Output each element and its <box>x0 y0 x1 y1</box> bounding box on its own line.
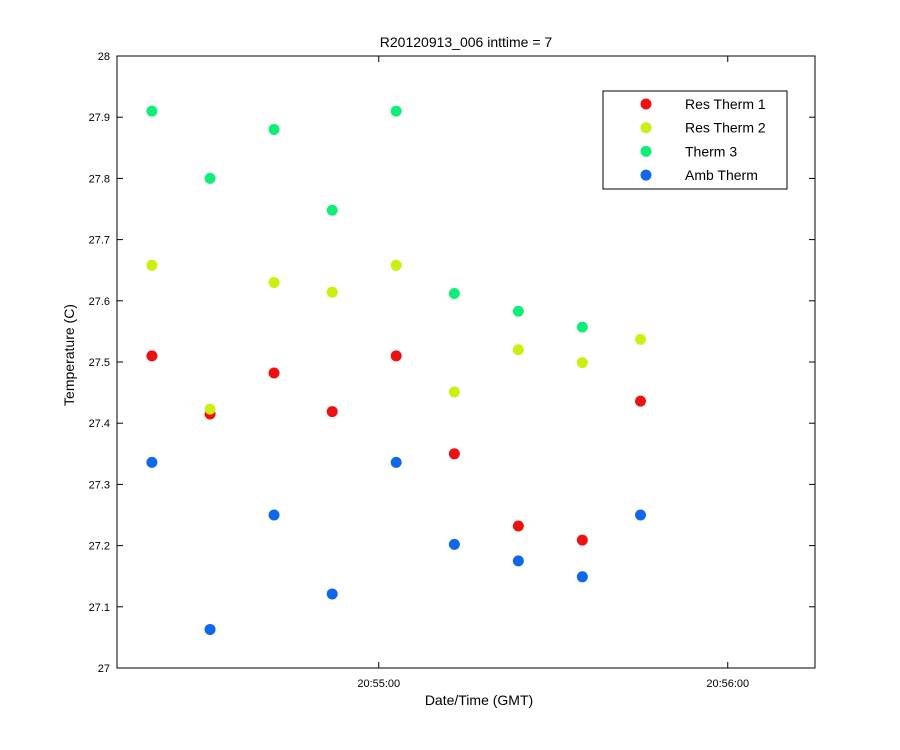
data-point <box>448 448 460 460</box>
data-point <box>146 350 158 362</box>
y-tick-label: 27.8 <box>89 173 110 185</box>
legend-label: Amb Therm <box>685 167 758 183</box>
data-point <box>390 456 402 468</box>
data-point <box>448 287 460 299</box>
y-tick-label: 27.7 <box>89 235 110 247</box>
y-tick-label: 27 <box>98 663 110 675</box>
legend-marker <box>640 122 652 134</box>
data-point <box>204 172 216 184</box>
data-point <box>576 571 588 583</box>
data-point <box>390 259 402 271</box>
data-point <box>326 588 338 600</box>
data-point <box>390 350 402 362</box>
y-tick-label: 27.4 <box>89 418 110 430</box>
y-axis-label: Temperature (C) <box>61 304 77 406</box>
data-point <box>326 406 338 418</box>
data-point <box>146 105 158 117</box>
x-axis-label: Date/Time (GMT) <box>425 692 533 708</box>
y-tick-label: 27.2 <box>89 541 110 553</box>
y-tick-label: 28 <box>98 51 110 63</box>
data-point <box>146 259 158 271</box>
data-point <box>512 344 524 356</box>
legend-marker <box>640 145 652 157</box>
data-point <box>268 123 280 135</box>
data-point <box>448 386 460 398</box>
y-tick-label: 27.1 <box>89 602 110 614</box>
data-point <box>635 395 646 407</box>
data-point <box>204 623 216 635</box>
y-tick-label: 27.6 <box>89 296 110 308</box>
y-tick-label: 27.5 <box>89 357 110 369</box>
legend-box <box>602 90 788 190</box>
data-point <box>576 321 588 333</box>
axes-ticks: 27 27.1 27.2 27.3 27.4 27.5 27.6 27.7 27.8 27.9 28… <box>89 51 815 690</box>
data-point <box>635 509 646 521</box>
data-point <box>576 357 588 369</box>
data-point <box>326 286 338 298</box>
legend-marker <box>640 169 652 181</box>
data-point <box>512 555 524 567</box>
data-point <box>448 538 460 550</box>
data-points <box>146 105 646 635</box>
data-point <box>268 367 280 379</box>
x-tick-label: 20:56:00 <box>706 678 749 690</box>
legend-label: Res Therm 2 <box>685 120 766 136</box>
series-amb-therm <box>146 456 646 635</box>
y-tick-label: 27.3 <box>89 479 110 491</box>
legend-label: Therm 3 <box>685 143 737 159</box>
data-point <box>635 333 646 345</box>
x-tick-label: 20:55:00 <box>357 678 400 690</box>
data-point <box>512 520 524 532</box>
data-point <box>268 509 280 521</box>
legend: Res Therm 1 Res Therm 2 Therm 3 Amb Therm <box>602 90 788 190</box>
legend-marker <box>640 98 652 110</box>
data-point <box>512 305 524 317</box>
series-therm-3 <box>146 105 588 333</box>
data-point <box>204 403 216 415</box>
data-point <box>146 456 158 468</box>
data-point <box>268 276 280 288</box>
data-point <box>326 204 338 216</box>
legend-label: Res Therm 1 <box>685 96 766 112</box>
plot-border <box>116 55 816 669</box>
series-res-therm-2 <box>146 259 646 415</box>
chart-title: R20120913_006 inttime = 7 <box>380 34 553 50</box>
series-res-therm-1 <box>146 350 646 546</box>
y-tick-label: 27.9 <box>89 112 110 124</box>
data-point <box>390 105 402 117</box>
data-point <box>576 534 588 546</box>
